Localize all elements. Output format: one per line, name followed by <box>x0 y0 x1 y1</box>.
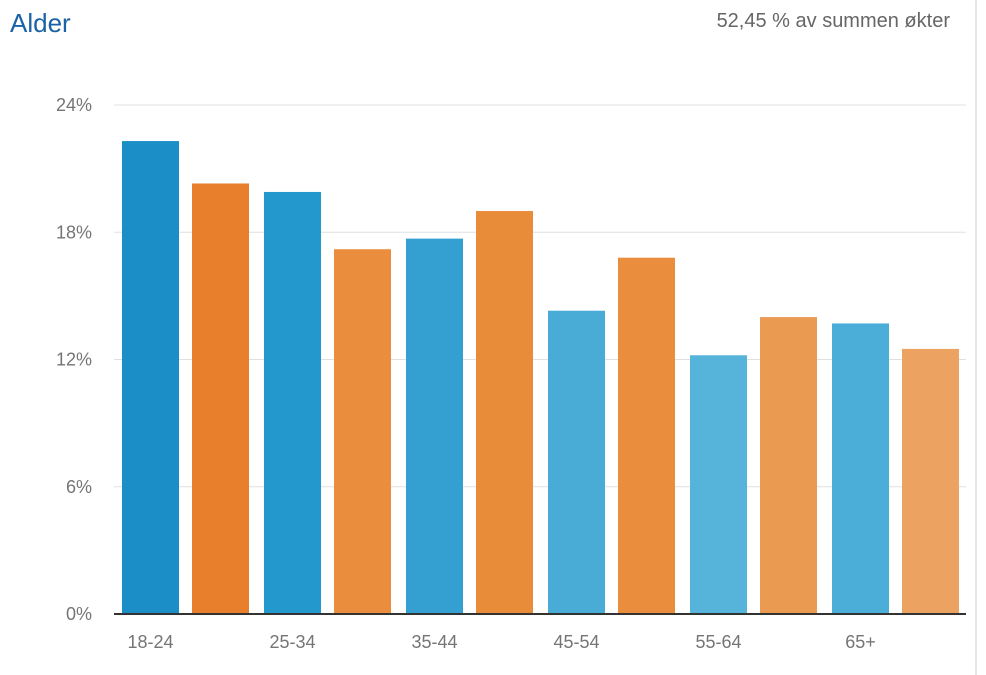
x-tick-label: 18-24 <box>127 632 173 652</box>
bars <box>122 141 959 615</box>
y-tick-label: 24% <box>56 95 92 115</box>
y-tick-label: 6% <box>66 477 92 497</box>
bar-45-54-a[interactable] <box>548 310 605 614</box>
bar-18-24-b[interactable] <box>192 183 249 615</box>
bar-25-34-a[interactable] <box>264 191 321 614</box>
bar-35-44-a[interactable] <box>406 238 463 615</box>
bar-65+-b[interactable] <box>902 348 959 614</box>
x-tick-label: 35-44 <box>411 632 457 652</box>
bar-25-34-b[interactable] <box>334 249 391 614</box>
chart-title: Alder <box>10 8 71 38</box>
sessions-summary: 52,45 % av summen økter <box>716 10 950 32</box>
y-tick-label: 12% <box>56 350 92 370</box>
bar-65+-a[interactable] <box>832 323 889 614</box>
x-tick-label: 55-64 <box>695 632 741 652</box>
y-tick-label: 0% <box>66 604 92 624</box>
bar-55-64-a[interactable] <box>690 355 747 614</box>
x-tick-label: 45-54 <box>553 632 599 652</box>
bar-35-44-b[interactable] <box>476 211 533 614</box>
y-tick-label: 18% <box>56 222 92 242</box>
panel-divider <box>975 0 977 675</box>
x-tick-label: 65+ <box>845 632 876 652</box>
x-axis-ticks: 18-24 25-34 35-44 45-54 55-64 65+ <box>127 632 875 652</box>
gridlines <box>114 104 966 488</box>
bar-55-64-b[interactable] <box>760 317 817 614</box>
bar-45-54-b[interactable] <box>618 257 675 614</box>
y-axis-ticks: 0% 6% 12% 18% 24% <box>56 95 92 624</box>
bar-18-24-a[interactable] <box>122 141 179 614</box>
x-tick-label: 25-34 <box>269 632 315 652</box>
